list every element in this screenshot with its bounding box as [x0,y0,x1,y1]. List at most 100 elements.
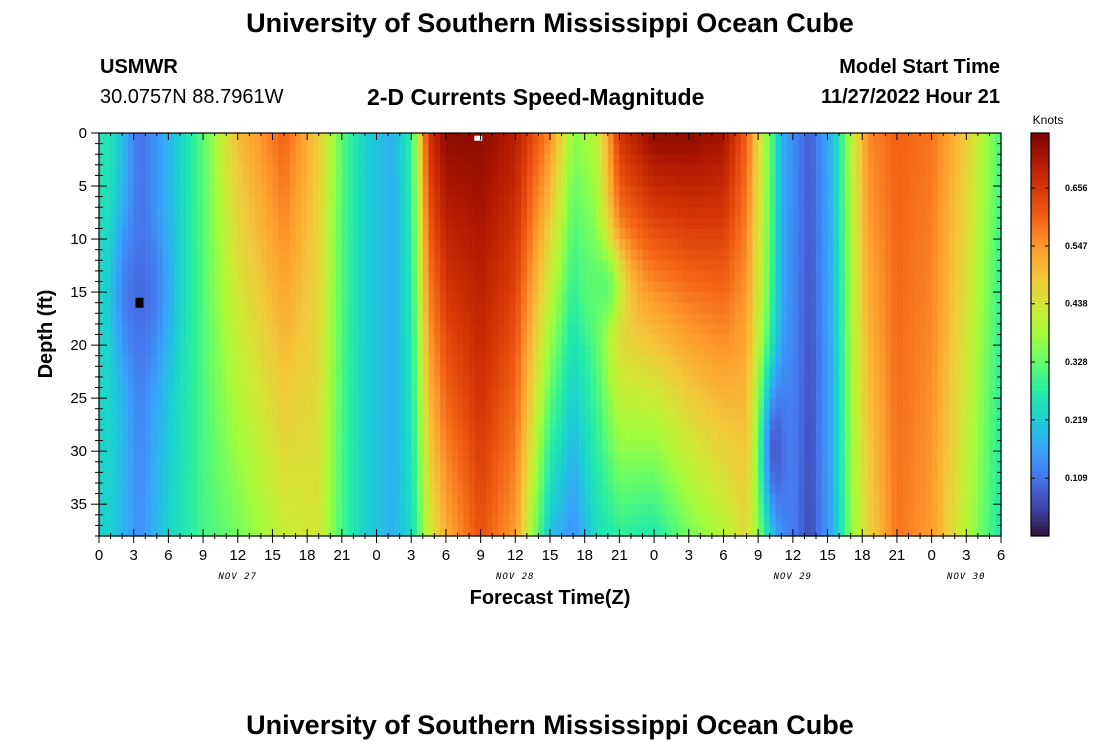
heatmap-cell [677,143,684,155]
heatmap-cell [451,387,459,399]
heatmap-cell [492,270,499,283]
heatmap-cell [330,387,337,399]
heatmap-cell [983,408,991,420]
heatmap-cell [896,440,904,452]
heatmap-cell [260,228,268,240]
heatmap-cell [815,228,823,240]
heatmap-cell [243,143,250,155]
heatmap-cell [110,186,117,198]
heatmap-cell [596,345,603,357]
heatmap-cell [370,408,378,420]
heatmap-cell [480,355,487,367]
heatmap-cell [318,302,326,314]
heatmap-cell [723,164,730,177]
heatmap-cell [810,292,817,304]
heatmap-cell [191,408,198,420]
heatmap-cell [706,292,713,304]
heatmap-cell [966,207,973,219]
heatmap-cell [995,154,1002,166]
heatmap-cell [521,366,528,378]
heatmap-cell [99,281,106,293]
heatmap-cell [532,260,540,272]
heatmap-cell [561,196,568,208]
heatmap-cell [717,398,725,410]
heatmap-cell [532,398,540,410]
heatmap-cell [567,154,574,166]
heatmap-cell [896,355,904,367]
heatmap-cell [521,376,528,389]
heatmap-cell [914,292,921,304]
heatmap-cell [179,366,187,378]
heatmap-cell [925,419,933,431]
heatmap-cell [399,196,407,208]
heatmap-cell [717,249,725,261]
heatmap-cell [364,398,372,410]
heatmap-cell [630,260,638,272]
heatmap-cell [602,292,609,304]
heatmap-cell [116,186,123,198]
heatmap-cell [775,154,782,166]
heatmap-cell [110,334,117,346]
heatmap-cell [104,429,112,442]
heatmap-cell [185,239,193,251]
heatmap-cell [596,302,603,314]
heatmap-cell [723,302,730,314]
heatmap-cell [937,207,944,219]
heatmap-cell [671,313,678,325]
heatmap-cell [133,366,141,378]
heatmap-cell [792,133,800,145]
heatmap-cell [862,133,869,145]
heatmap-cell [353,398,360,410]
heatmap-cell [99,345,106,357]
heatmap-cell [613,408,620,420]
heatmap-cell [648,249,655,261]
heatmap-cell [231,451,239,463]
heatmap-cell [497,366,505,378]
heatmap-cell [798,239,806,251]
heatmap-cell [590,334,597,346]
heatmap-cell [255,323,262,336]
heatmap-cell [116,249,123,261]
heatmap-cell [850,292,858,304]
heatmap-cell [174,429,181,442]
heatmap-cell [156,398,164,410]
heatmap-cell [226,186,233,198]
heatmap-cell [578,376,586,389]
heatmap-cell [665,345,673,357]
heatmap-cell [885,408,892,420]
heatmap-cell [810,281,817,293]
heatmap-cell [567,419,574,431]
heatmap-cell [920,217,927,230]
heatmap-cell [659,323,667,336]
heatmap-cell [145,387,152,399]
heatmap-cell [567,461,574,473]
heatmap-cell [908,260,915,272]
heatmap-cell [145,408,152,420]
heatmap-cell [156,270,164,283]
heatmap-cell [364,313,372,325]
heatmap-cell [318,260,326,272]
heatmap-cell [972,355,979,367]
heatmap-cell [873,419,881,431]
heatmap-cell [775,196,782,208]
heatmap-cell [688,419,696,431]
heatmap-cell [486,366,493,378]
heatmap-cell [393,143,401,155]
heatmap-cell [451,249,459,261]
heatmap-cell [943,239,950,251]
heatmap-cell [943,292,950,304]
heatmap-cell [116,217,123,230]
heatmap-cell [330,408,337,420]
heatmap-cell [469,154,476,166]
heatmap-cell [324,217,331,230]
heatmap-cell [735,239,742,251]
heatmap-cell [440,429,447,442]
heatmap-cell [792,228,800,240]
heatmap-cell [168,175,175,187]
heatmap-cell [607,143,615,155]
heatmap-cell [960,175,967,187]
heatmap-cell [815,387,823,399]
heatmap-cell [104,345,112,357]
heatmap-cell [590,249,597,261]
heatmap-cell [382,398,389,410]
